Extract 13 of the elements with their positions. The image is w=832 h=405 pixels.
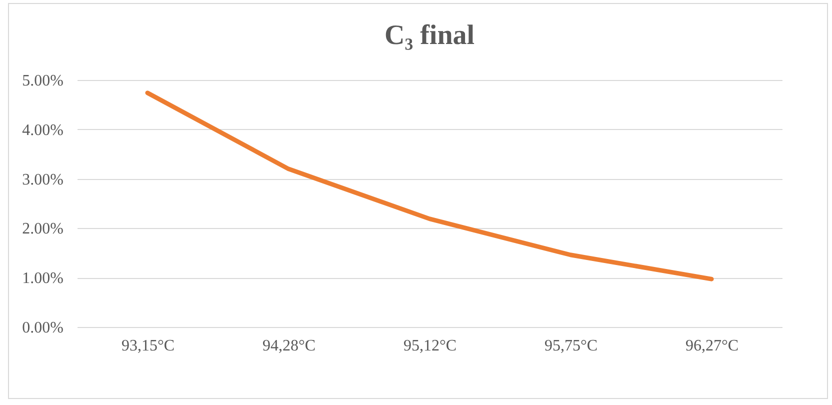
y-tick-label: 4.00% [22,122,64,139]
y-tick-label: 5.00% [22,72,64,90]
y-tick-label: 1.00% [22,270,64,288]
x-tick-label: 96,27°C [685,338,739,354]
x-tick-label: 94,28°C [262,338,316,354]
x-tick-label: 95,12°C [403,338,457,354]
line-series [145,90,714,282]
chart-title: C₃ final [384,20,475,51]
y-tick-label: 3.00% [22,171,64,188]
y-tick-label: 2.00% [22,220,64,238]
x-tick-label: 93,15°C [121,338,175,354]
y-tick-label: 0.00% [22,320,64,336]
x-tick-label: 95,75°C [544,338,598,354]
